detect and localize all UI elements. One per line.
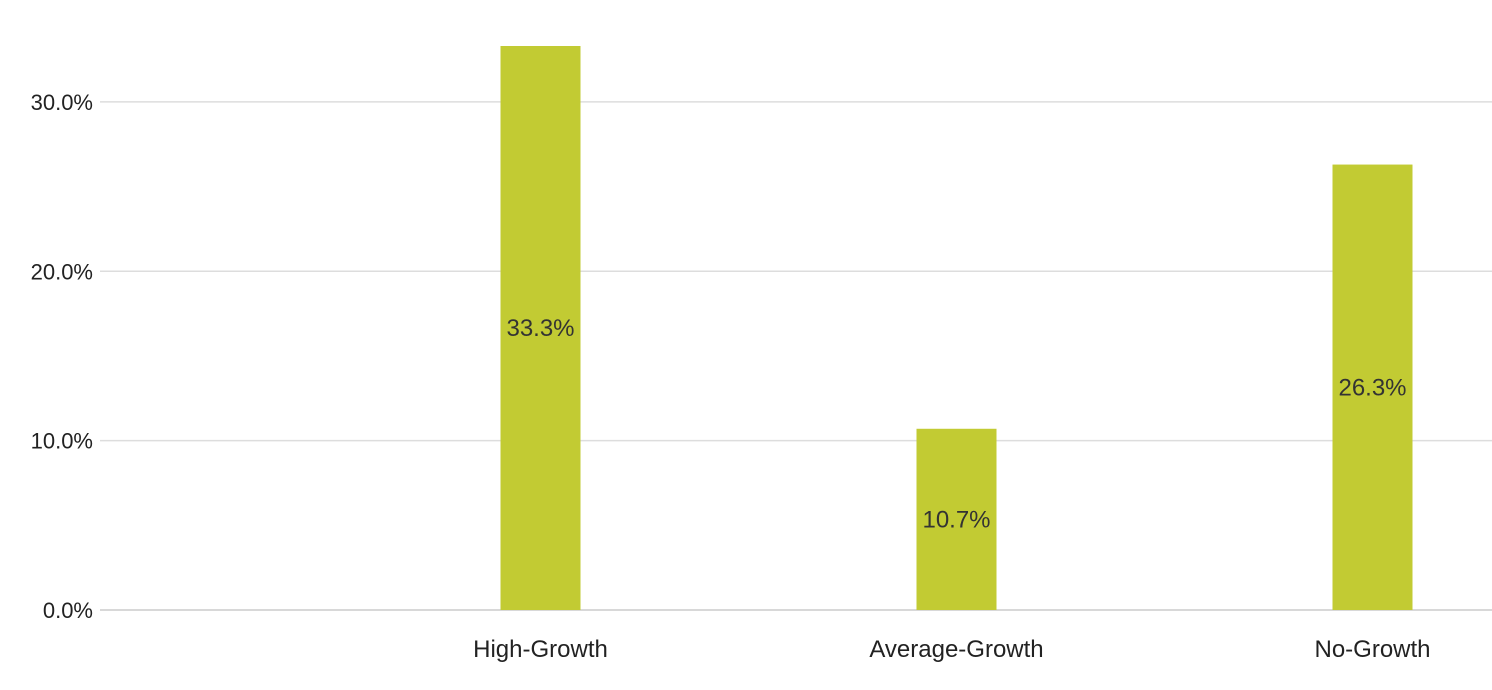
y-tick-label: 20.0% [31, 259, 93, 284]
x-tick-label: Average-Growth [869, 636, 1043, 663]
bar-no-growth [1332, 164, 1413, 610]
data-label: 26.3% [1338, 374, 1406, 401]
bar-average-growth [916, 428, 997, 610]
y-axis-ticks: 0.0% 10.0% 20.0% 30.0% [31, 90, 93, 623]
data-labels: 33.3% 10.7% 26.3% [506, 315, 1406, 533]
x-tick-label: No-Growth [1314, 636, 1430, 663]
x-tick-label: High-Growth [473, 636, 608, 663]
bars [500, 46, 1413, 610]
data-label: 33.3% [506, 315, 574, 342]
y-tick-label: 30.0% [31, 90, 93, 115]
grid-layer [100, 101, 1492, 611]
x-axis-labels: High-Growth Average-Growth No-Growth [473, 636, 1430, 663]
y-tick-label: 10.0% [31, 429, 93, 454]
y-tick-label: 0.0% [43, 598, 93, 623]
bar-high-growth [500, 46, 581, 610]
data-label: 10.7% [922, 506, 990, 533]
